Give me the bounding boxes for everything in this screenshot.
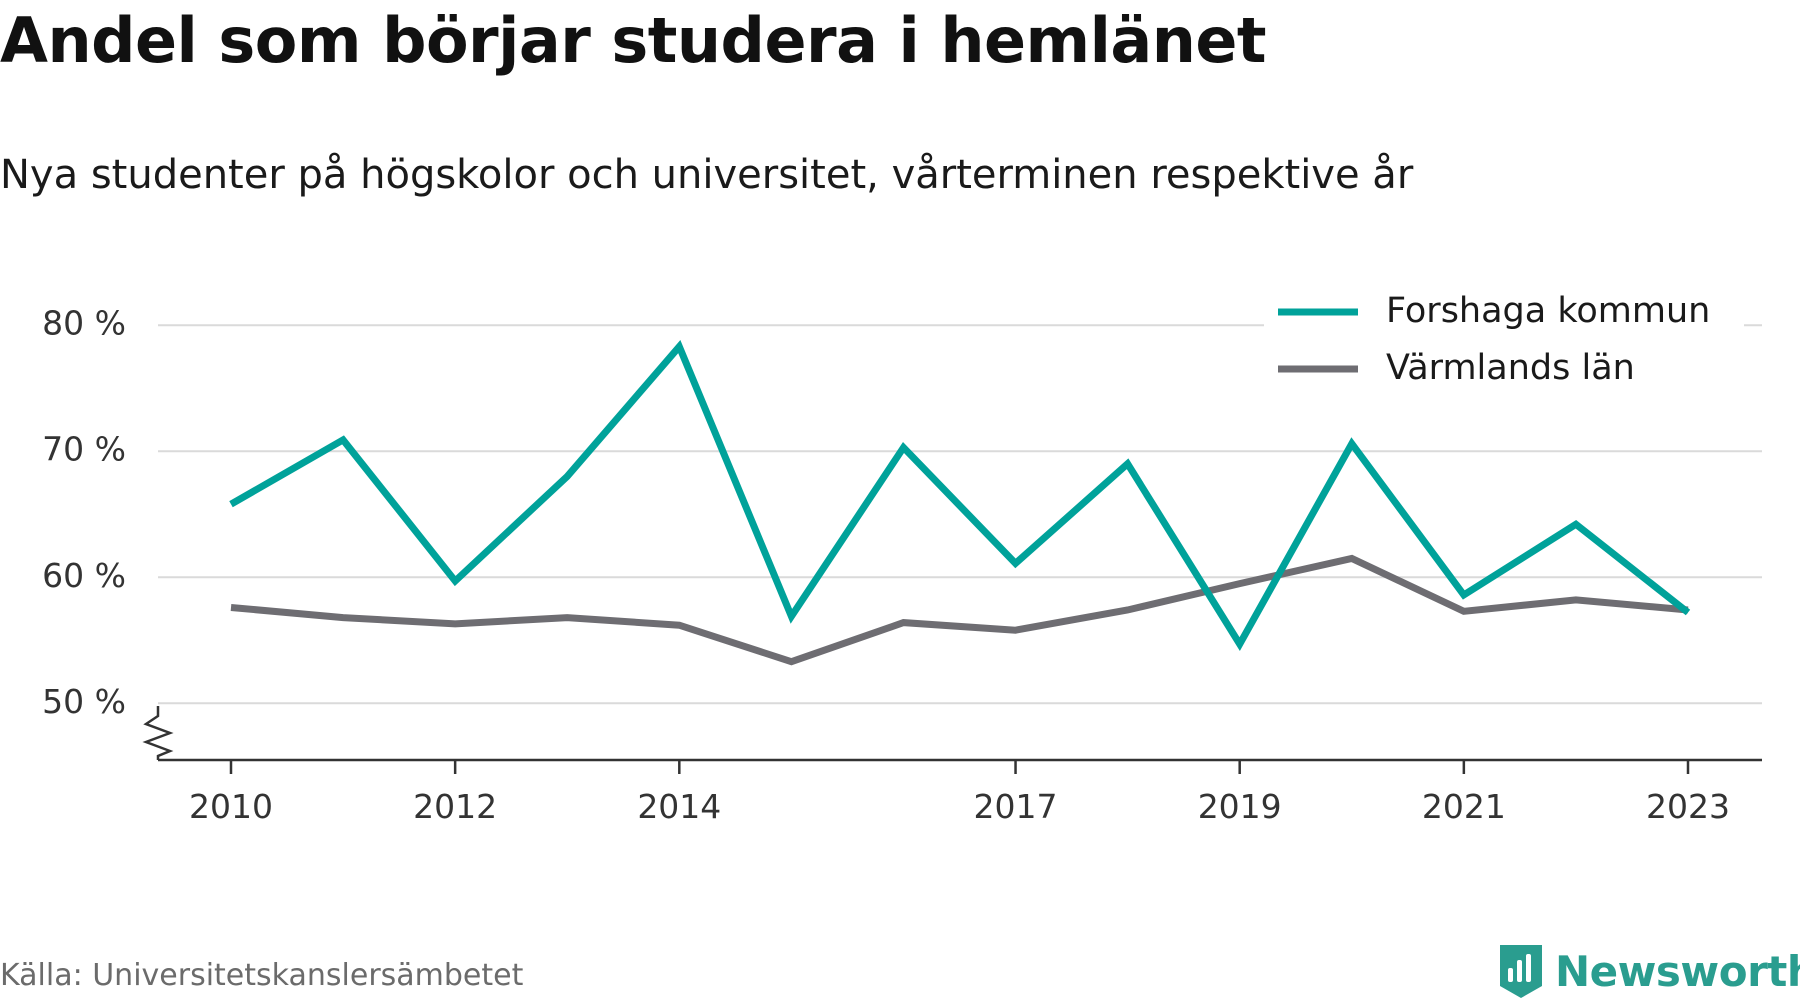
y-tick-label: 70 % — [42, 430, 126, 469]
brand-name: Newsworthy — [1555, 946, 1800, 996]
newsworthy-logo-icon — [1500, 945, 1542, 998]
series-line-1 — [229, 340, 1691, 651]
legend: Forshaga kommun Värmlands län — [1264, 277, 1744, 390]
axis-break-symbol — [142, 706, 174, 760]
legend-item: Värmlands län — [1264, 334, 1744, 390]
legend-item: Forshaga kommun — [1264, 277, 1744, 333]
legend-item-background — [1264, 334, 1744, 390]
newsworthy-logo: Newsworthy — [1497, 940, 1800, 1002]
source-note: Källa: Universitetskanslersämbetet — [0, 958, 524, 993]
axes: 50 % 60 % 70 % 80 % 2010 2012 2014 2017 2019 2021… — [42, 304, 1762, 826]
chart-title: Andel som börjar studera i hemlänet — [0, 4, 1267, 77]
x-tick-label: 2023 — [1646, 787, 1730, 826]
chart-subtitle: Nya studenter på högskolor och universit… — [0, 152, 1414, 198]
x-tick-label: 2010 — [189, 787, 273, 826]
x-tick-label: 2017 — [974, 787, 1058, 826]
y-tick-label: 50 % — [42, 682, 126, 721]
x-tick-label: 2014 — [637, 787, 721, 826]
legend-label: Värmlands län — [1386, 348, 1635, 388]
x-tick-label: 2012 — [413, 787, 497, 826]
legend-label: Forshaga kommun — [1386, 291, 1710, 331]
x-tick-label: 2021 — [1422, 787, 1506, 826]
x-tick-label: 2019 — [1198, 787, 1282, 826]
series-lines — [229, 340, 1691, 666]
y-tick-label: 80 % — [42, 304, 126, 343]
legend-item-background — [1264, 277, 1744, 333]
series-line-2 — [230, 554, 1689, 666]
y-tick-label: 60 % — [42, 556, 126, 595]
